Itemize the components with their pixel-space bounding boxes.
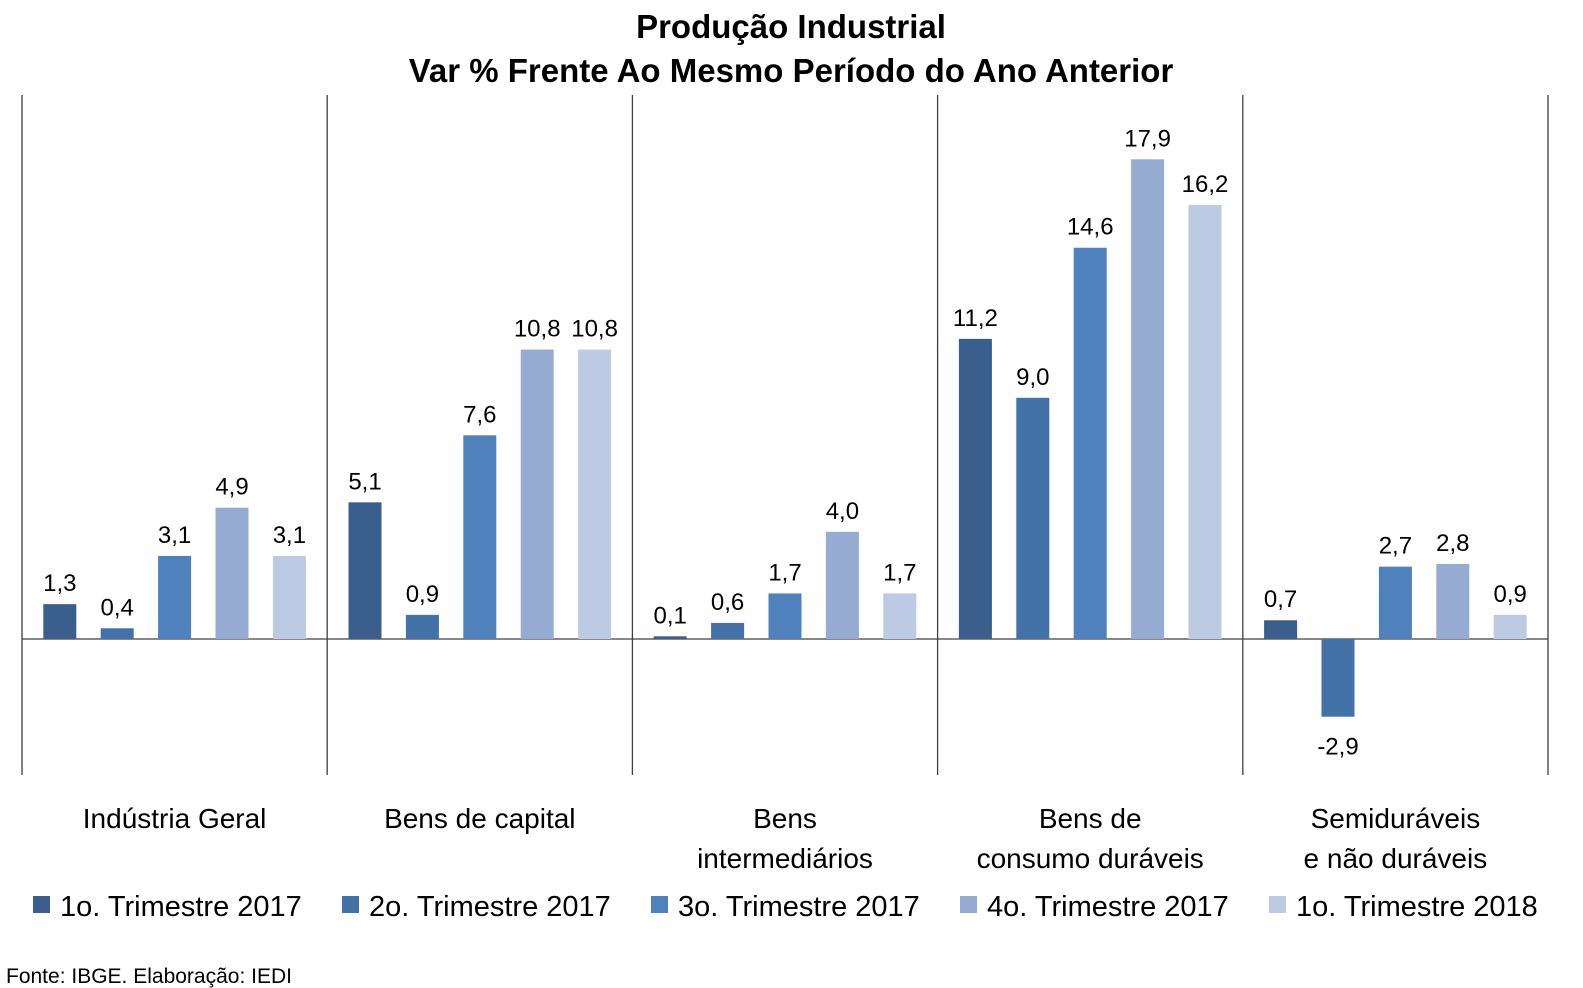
legend-label: 1o. Trimestre 2018 — [1296, 891, 1538, 923]
category-label: consumo duráveis — [977, 843, 1204, 874]
bar — [1378, 566, 1412, 639]
bar — [405, 614, 439, 639]
bar — [272, 555, 306, 639]
data-label: 0,4 — [101, 594, 134, 621]
bar — [43, 604, 77, 639]
legend: 1o. Trimestre 2017 2o. Trimestre 2017 3o. … — [33, 891, 1538, 923]
data-label: 3,1 — [273, 522, 306, 549]
bar — [653, 636, 687, 639]
category-label: e não duráveis — [1304, 843, 1488, 874]
bar — [158, 555, 192, 639]
data-label: 2,8 — [1436, 530, 1469, 557]
data-label: 0,1 — [654, 602, 687, 629]
bar — [825, 531, 859, 639]
bar — [1436, 563, 1470, 639]
plot-area: 1,3 5,1 0,1 11,2 0,7 0,4 0,9 0,6 9,0 -2,9 3,1 7,6 1,… — [21, 95, 1549, 874]
data-label: 2,7 — [1379, 533, 1412, 560]
category-label: Bens — [753, 803, 817, 834]
bar — [1264, 620, 1298, 639]
data-label: 0,9 — [406, 581, 439, 608]
bar — [578, 349, 612, 639]
data-label: 4,0 — [826, 498, 859, 525]
legend-swatch — [33, 896, 50, 913]
bar — [1073, 247, 1107, 639]
chart-title-line-1: Produção Industrial — [636, 8, 946, 45]
source-note: Fonte: IBGE. Elaboração: IEDI — [6, 965, 292, 988]
bar — [348, 502, 382, 639]
data-label: -2,9 — [1317, 734, 1358, 761]
bar — [883, 593, 917, 639]
data-label: 3,1 — [158, 522, 191, 549]
legend-label: 2o. Trimestre 2017 — [369, 891, 611, 923]
data-label: 16,2 — [1182, 171, 1229, 198]
data-label: 5,1 — [348, 468, 381, 495]
bar — [1131, 159, 1165, 639]
legend-swatch — [960, 896, 977, 913]
legend-label: 3o. Trimestre 2017 — [678, 891, 920, 923]
bar — [711, 622, 745, 639]
legend-swatch — [651, 896, 668, 913]
data-label: 0,6 — [711, 589, 744, 616]
data-label: 7,6 — [463, 401, 496, 428]
bar — [958, 338, 992, 639]
legend-label: 1o. Trimestre 2017 — [60, 891, 302, 923]
data-label: 0,9 — [1494, 581, 1527, 608]
bar — [1493, 614, 1527, 639]
bar — [215, 507, 249, 639]
bar — [100, 628, 134, 639]
category-label: Bens de capital — [384, 803, 575, 834]
data-label: 1,7 — [768, 559, 801, 586]
category-label: Indústria Geral — [83, 803, 267, 834]
bar — [1188, 204, 1222, 639]
data-label: 10,8 — [514, 316, 561, 343]
data-label: 0,7 — [1264, 586, 1297, 613]
bar — [768, 593, 802, 639]
bar — [1016, 397, 1050, 639]
data-label: 1,3 — [43, 570, 76, 597]
bar — [1321, 639, 1355, 717]
legend-label: 4o. Trimestre 2017 — [987, 891, 1229, 923]
category-label: Bens de — [1039, 803, 1142, 834]
data-label: 9,0 — [1016, 364, 1049, 391]
legend-swatch — [342, 896, 359, 913]
category-label: Semiduráveis — [1311, 803, 1481, 834]
data-label: 4,9 — [215, 474, 248, 501]
data-label: 14,6 — [1067, 214, 1114, 241]
legend-swatch — [1269, 896, 1286, 913]
chart-title-line-2: Var % Frente Ao Mesmo Período do Ano Ant… — [409, 52, 1174, 89]
bar — [520, 349, 554, 639]
data-label: 17,9 — [1124, 125, 1171, 152]
bar — [463, 435, 497, 639]
data-label: 11,2 — [953, 305, 998, 332]
category-label: intermediários — [697, 843, 873, 874]
data-label: 10,8 — [571, 316, 618, 343]
data-label: 1,7 — [883, 559, 916, 586]
